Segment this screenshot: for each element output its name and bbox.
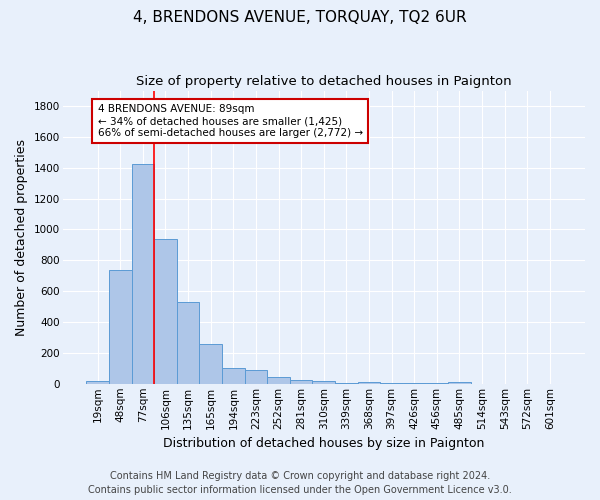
Bar xyxy=(358,382,380,384)
X-axis label: Distribution of detached houses by size in Paignton: Distribution of detached houses by size … xyxy=(163,437,484,450)
Bar xyxy=(222,368,245,384)
Text: Contains HM Land Registry data © Crown copyright and database right 2024.
Contai: Contains HM Land Registry data © Crown c… xyxy=(88,471,512,495)
Y-axis label: Number of detached properties: Number of detached properties xyxy=(15,138,28,336)
Title: Size of property relative to detached houses in Paignton: Size of property relative to detached ho… xyxy=(136,75,512,88)
Bar xyxy=(131,164,154,384)
Bar xyxy=(86,380,109,384)
Bar xyxy=(199,344,222,384)
Bar xyxy=(448,382,471,384)
Bar xyxy=(313,382,335,384)
Bar xyxy=(154,240,177,384)
Text: 4, BRENDONS AVENUE, TORQUAY, TQ2 6UR: 4, BRENDONS AVENUE, TORQUAY, TQ2 6UR xyxy=(133,10,467,25)
Bar xyxy=(290,380,313,384)
Bar xyxy=(177,302,199,384)
Bar xyxy=(267,377,290,384)
Bar xyxy=(245,370,267,384)
Bar xyxy=(109,270,131,384)
Text: 4 BRENDONS AVENUE: 89sqm
← 34% of detached houses are smaller (1,425)
66% of sem: 4 BRENDONS AVENUE: 89sqm ← 34% of detach… xyxy=(98,104,363,138)
Bar xyxy=(335,383,358,384)
